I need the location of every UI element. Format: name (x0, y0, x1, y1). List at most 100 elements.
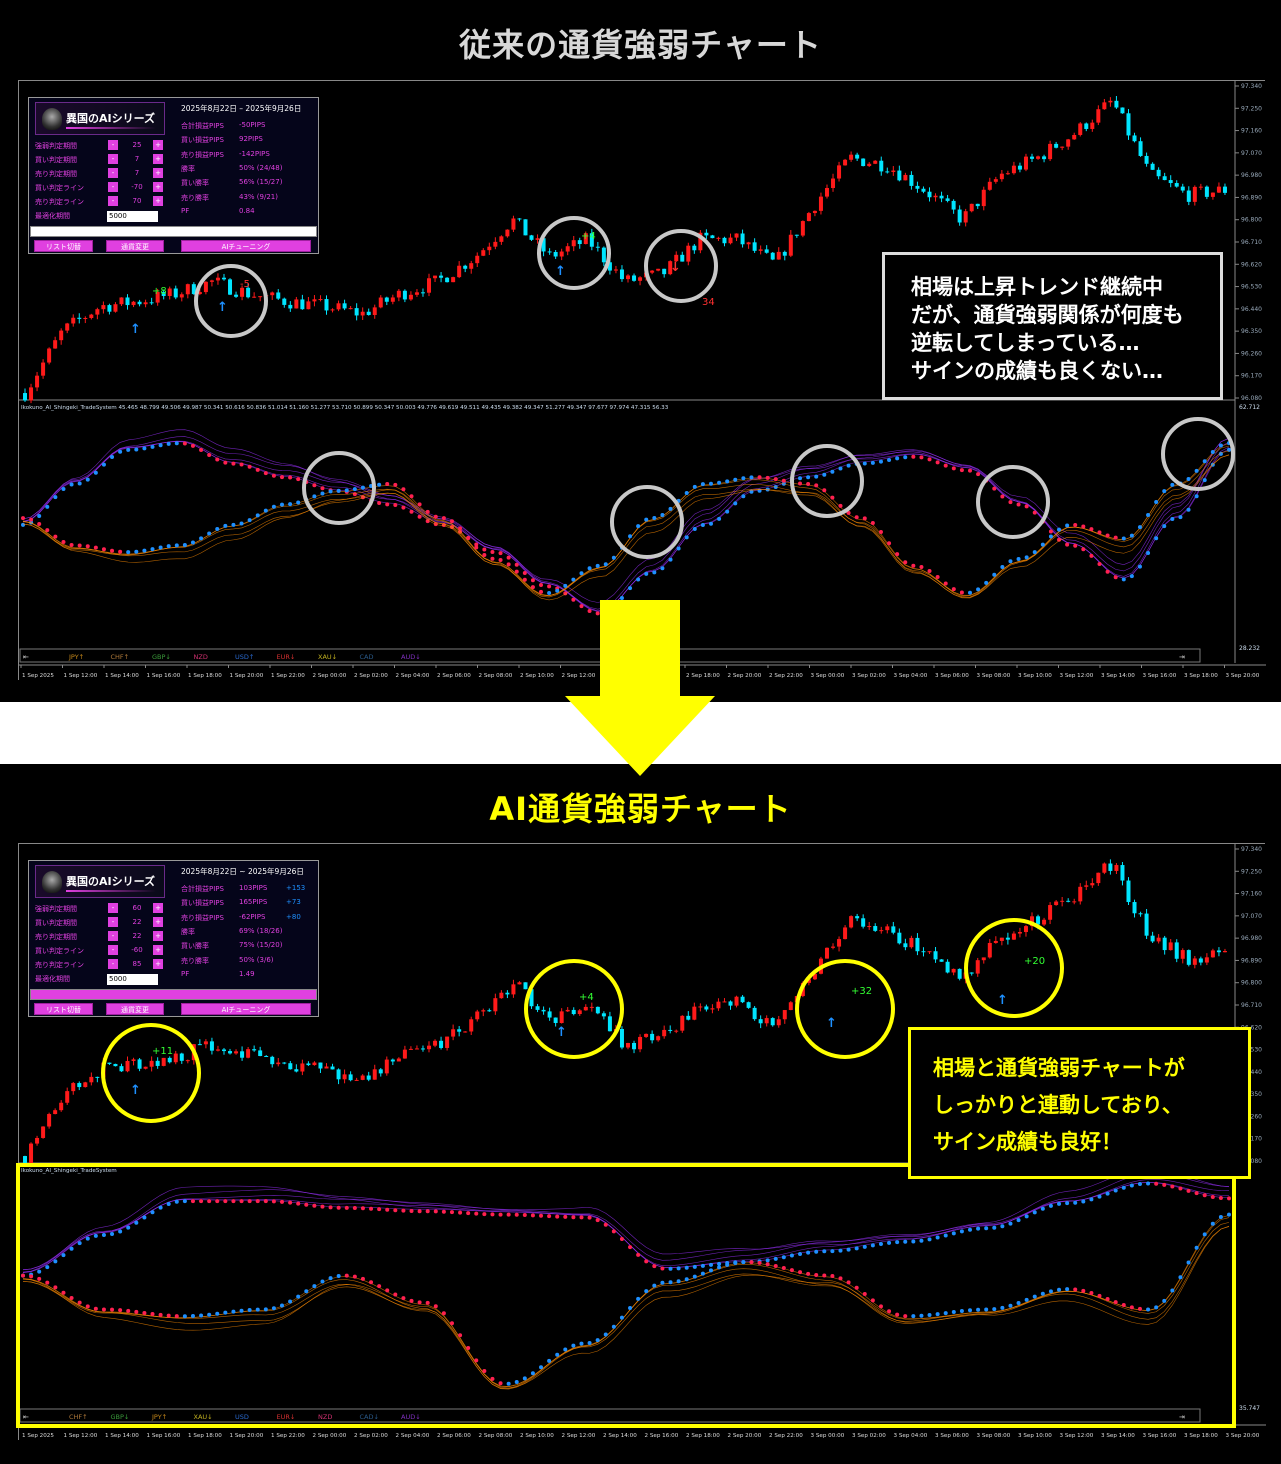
candle (71, 317, 76, 324)
strength-dot (53, 1259, 58, 1264)
strength-dot (603, 562, 608, 567)
strength-dot (280, 1303, 285, 1308)
candle (270, 1056, 275, 1065)
time-tick-label: 1 Sep 14:00 (105, 1433, 139, 1439)
stat-row: 売り勝率 50% (3/6) (181, 956, 274, 966)
candle (312, 1062, 317, 1066)
time-tick-label: 3 Sep 04:00 (894, 673, 928, 679)
increment-button[interactable]: + (153, 903, 163, 913)
strength-dot (506, 1381, 511, 1386)
strength-dot (967, 1227, 972, 1232)
strength-dot (1113, 575, 1118, 580)
increment-button[interactable]: + (153, 931, 163, 941)
strength-dot (1210, 1221, 1215, 1226)
decrement-button[interactable]: - (108, 154, 118, 164)
increment-button[interactable]: + (153, 196, 163, 206)
strength-dot (490, 1212, 495, 1217)
currency-button-chf[interactable]: CHF↑ (69, 1413, 88, 1421)
currency-button-jpy[interactable]: JPY↑ (151, 1413, 167, 1421)
currency-change-button[interactable]: 通貨変更 (106, 240, 164, 252)
currency-button-xau[interactable]: XAU↓ (194, 1413, 213, 1421)
strength-dot (854, 1285, 859, 1290)
time-tick-label: 2 Sep 04:00 (396, 673, 430, 679)
candle (185, 1060, 190, 1062)
param-row: 強弱判定期間 - 60 + (35, 903, 165, 915)
increment-button[interactable]: + (153, 959, 163, 969)
strength-dot (741, 476, 746, 481)
decrement-button[interactable]: - (108, 945, 118, 955)
currency-button-aud[interactable]: AUD↓ (401, 653, 421, 661)
candle (445, 277, 450, 283)
currency-button-eur[interactable]: EUR↓ (277, 1413, 296, 1421)
strength-dot (1162, 1298, 1167, 1303)
candle (463, 1031, 468, 1033)
strength-dot (409, 494, 414, 499)
strength-dot (984, 580, 989, 585)
currency-button-chf[interactable]: CHF↑ (111, 653, 130, 661)
decrement-button[interactable]: - (108, 140, 118, 150)
candle (65, 1091, 70, 1103)
strength-dot (1178, 1186, 1183, 1191)
currency-change-button[interactable]: 通貨変更 (106, 1003, 164, 1015)
currency-button-xau[interactable]: XAU↓ (318, 653, 337, 661)
decrement-button[interactable]: - (108, 959, 118, 969)
candle (903, 943, 908, 948)
currency-button-gbp[interactable]: GBP↓ (111, 1413, 130, 1421)
candle (680, 1015, 685, 1031)
optimize-period-input[interactable]: 5000 (107, 974, 158, 985)
candle (1102, 102, 1107, 110)
strength-dot (271, 504, 276, 509)
increment-button[interactable]: + (153, 917, 163, 927)
currency-button-usd[interactable]: USD↑ (235, 653, 254, 661)
list-toggle-button[interactable]: リスト切替 (34, 1003, 93, 1015)
increment-button[interactable]: + (153, 140, 163, 150)
currency-button-cad[interactable]: CAD↓ (360, 1413, 379, 1421)
strength-dot (1194, 1245, 1199, 1250)
decrement-button[interactable]: - (108, 903, 118, 913)
candle (402, 1049, 407, 1059)
decrement-button[interactable]: - (108, 168, 118, 178)
currency-button-nzd[interactable]: NZD (318, 1413, 332, 1421)
strength-dot (320, 491, 325, 496)
ai-tuning-button[interactable]: AIチューニング (181, 1003, 311, 1015)
ai-tuning-button[interactable]: AIチューニング (181, 240, 311, 252)
strength-dot (182, 441, 187, 446)
strength-dot (385, 502, 390, 507)
strength-dot (1186, 476, 1191, 481)
strength-dot (555, 588, 560, 593)
strength-dot (1024, 1297, 1029, 1302)
currency-button-nzd[interactable]: NZD (194, 653, 208, 661)
increment-button[interactable]: + (153, 168, 163, 178)
increment-button[interactable]: + (153, 182, 163, 192)
candle (384, 297, 389, 302)
candle (776, 251, 781, 260)
strength-dot (1065, 542, 1070, 547)
strength-dot (870, 521, 875, 526)
decrement-button[interactable]: - (108, 917, 118, 927)
currency-button-eur[interactable]: EUR↓ (277, 653, 296, 661)
currency-button-usd[interactable]: USD (235, 1413, 249, 1421)
strength-ribbon-line (22, 1168, 1230, 1273)
currency-button-cad[interactable]: CAD (360, 653, 374, 661)
list-toggle-button[interactable]: リスト切替 (34, 240, 93, 252)
strength-dot (1146, 512, 1151, 517)
strength-dot (530, 1213, 535, 1218)
optimize-period-input[interactable]: 5000 (107, 211, 158, 222)
increment-button[interactable]: + (153, 154, 163, 164)
candle (59, 330, 64, 341)
strength-dot (1073, 1287, 1078, 1292)
candle (668, 261, 673, 275)
decrement-button[interactable]: - (108, 196, 118, 206)
strength-dot (692, 1264, 697, 1269)
strength-dot (684, 1277, 689, 1282)
currency-button-jpy[interactable]: JPY↑ (68, 653, 84, 661)
param-value: -70 (131, 183, 143, 191)
decrement-button[interactable]: - (108, 931, 118, 941)
decrement-button[interactable]: - (108, 182, 118, 192)
candle (113, 1063, 118, 1067)
param-value: 25 (132, 141, 142, 149)
currency-button-gbp[interactable]: GBP↓ (152, 653, 171, 661)
currency-button-aud[interactable]: AUD↓ (401, 1413, 421, 1421)
increment-button[interactable]: + (153, 945, 163, 955)
highlight-circle (537, 216, 611, 290)
